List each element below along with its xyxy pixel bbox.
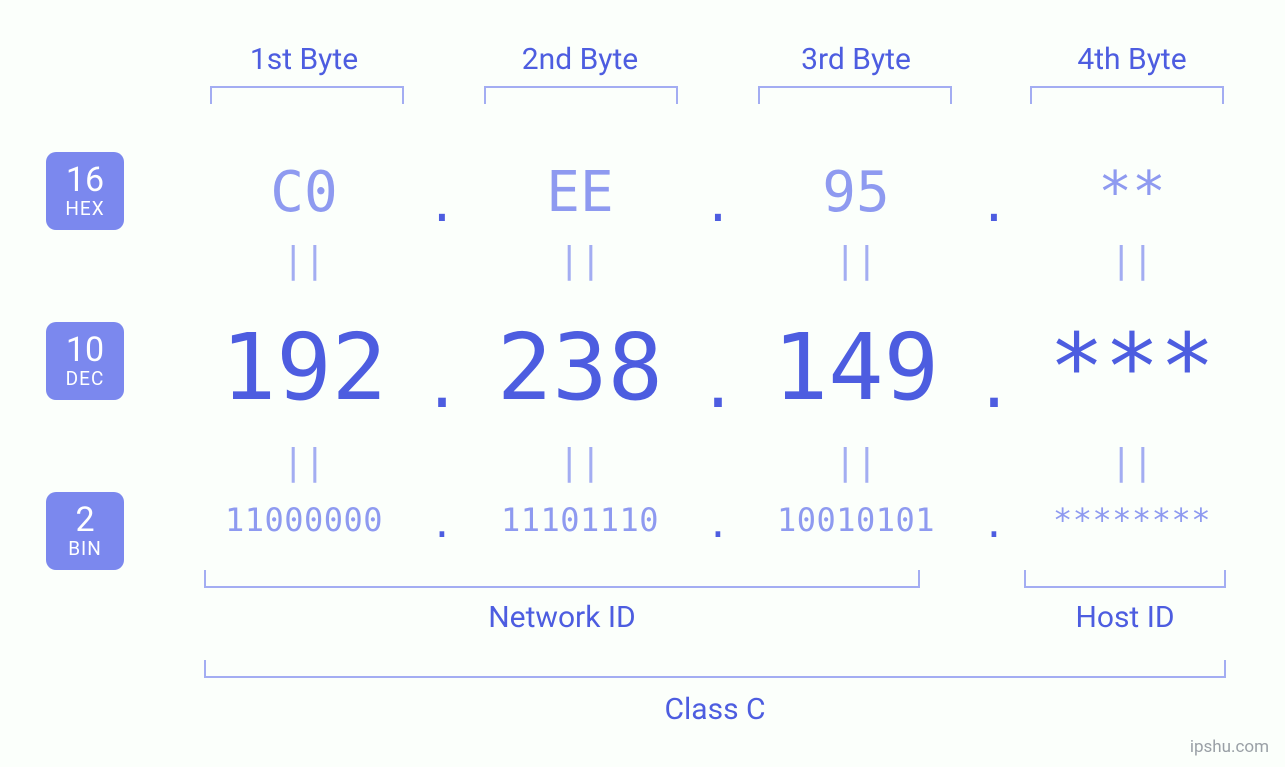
equals-icon: ||	[188, 442, 420, 483]
bin-byte-3: 10010101	[740, 501, 972, 539]
dot-icon: .	[972, 349, 1016, 422]
equals-icon: ||	[1016, 442, 1248, 483]
network-id-bracket	[204, 570, 920, 588]
dec-byte-3: 149	[740, 314, 972, 421]
top-bracket-2	[484, 86, 678, 104]
hex-byte-4: **	[1016, 160, 1248, 225]
network-id-label: Network ID	[204, 600, 920, 635]
hex-byte-2: EE	[464, 160, 696, 225]
base-badge-dec: 10 DEC	[46, 322, 124, 400]
bin-byte-2: 11101110	[464, 501, 696, 539]
dot-icon: .	[420, 349, 464, 422]
dec-byte-2: 238	[464, 314, 696, 421]
badge-bin-num: 2	[75, 503, 94, 539]
dot-icon: .	[696, 177, 740, 233]
ip-diagram: 1st Byte 2nd Byte 3rd Byte 4th Byte 16 H…	[0, 0, 1285, 767]
top-bracket-4	[1030, 86, 1224, 104]
dec-row: 192 . 238 . 149 . ***	[188, 314, 1248, 421]
base-badge-hex: 16 HEX	[46, 152, 124, 230]
hex-row: C0 . EE . 95 . **	[188, 160, 1248, 225]
bin-row: 11000000 . 11101110 . 10010101 . *******…	[188, 498, 1248, 542]
equals-row-1: || || || ||	[188, 240, 1248, 281]
byte-header-3: 3rd Byte	[740, 42, 972, 77]
host-id-label: Host ID	[1024, 600, 1226, 635]
equals-icon: ||	[188, 240, 420, 281]
badge-dec-label: DEC	[66, 369, 105, 389]
equals-row-2: || || || ||	[188, 442, 1248, 483]
equals-icon: ||	[464, 240, 696, 281]
dec-byte-1: 192	[188, 314, 420, 421]
dec-byte-4: ***	[1016, 314, 1248, 421]
badge-hex-label: HEX	[65, 199, 104, 219]
dot-icon: .	[420, 177, 464, 233]
dot-icon: .	[696, 349, 740, 422]
badge-hex-num: 16	[66, 163, 104, 199]
equals-icon: ||	[464, 442, 696, 483]
byte-header-1: 1st Byte	[188, 42, 420, 77]
byte-header-row: 1st Byte 2nd Byte 3rd Byte 4th Byte	[188, 42, 1248, 77]
equals-icon: ||	[740, 240, 972, 281]
bin-byte-1: 11000000	[188, 501, 420, 539]
bin-byte-4: ********	[1016, 501, 1248, 539]
top-bracket-3	[758, 86, 952, 104]
equals-icon: ||	[740, 442, 972, 483]
class-bracket	[204, 660, 1226, 678]
watermark: ipshu.com	[1190, 737, 1269, 757]
top-bracket-1	[210, 86, 404, 104]
hex-byte-3: 95	[740, 160, 972, 225]
byte-header-4: 4th Byte	[1016, 42, 1248, 77]
badge-dec-num: 10	[66, 333, 104, 369]
dot-icon: .	[972, 502, 1016, 546]
badge-bin-label: BIN	[68, 539, 102, 559]
hex-byte-1: C0	[188, 160, 420, 225]
base-badge-bin: 2 BIN	[46, 492, 124, 570]
byte-header-2: 2nd Byte	[464, 42, 696, 77]
host-id-bracket	[1024, 570, 1226, 588]
dot-icon: .	[420, 502, 464, 546]
dot-icon: .	[696, 502, 740, 546]
dot-icon: .	[972, 177, 1016, 233]
class-label: Class C	[204, 692, 1226, 727]
equals-icon: ||	[1016, 240, 1248, 281]
